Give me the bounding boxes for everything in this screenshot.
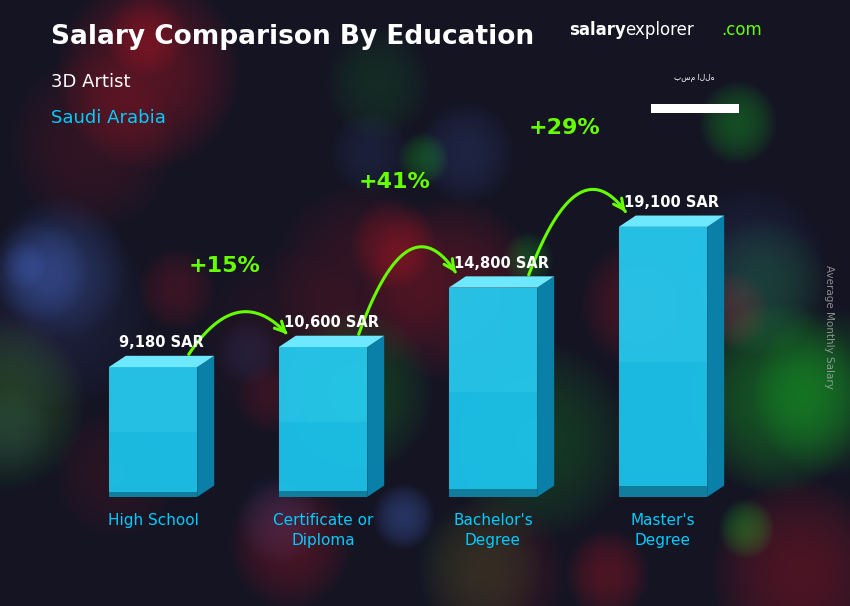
Text: 14,800 SAR: 14,800 SAR <box>454 256 549 271</box>
Text: 3D Artist: 3D Artist <box>51 73 131 91</box>
Text: 9,180 SAR: 9,180 SAR <box>119 335 204 350</box>
Polygon shape <box>707 216 724 497</box>
Text: بسم الله: بسم الله <box>675 73 715 82</box>
Text: Average Monthly Salary: Average Monthly Salary <box>824 265 834 389</box>
Text: salary: salary <box>570 21 626 39</box>
Text: 10,600 SAR: 10,600 SAR <box>284 315 379 330</box>
Polygon shape <box>279 336 384 347</box>
Text: Saudi Arabia: Saudi Arabia <box>51 109 166 127</box>
Polygon shape <box>197 356 214 497</box>
Polygon shape <box>279 347 367 422</box>
Polygon shape <box>619 216 724 227</box>
Polygon shape <box>279 491 367 497</box>
Polygon shape <box>449 288 537 497</box>
Text: 19,100 SAR: 19,100 SAR <box>624 195 719 210</box>
Polygon shape <box>109 356 214 367</box>
Text: explorer: explorer <box>625 21 694 39</box>
Polygon shape <box>109 367 197 497</box>
Polygon shape <box>109 491 197 497</box>
Text: +29%: +29% <box>529 118 600 139</box>
Polygon shape <box>449 288 537 392</box>
Text: +15%: +15% <box>189 256 260 276</box>
Polygon shape <box>449 488 537 497</box>
Text: .com: .com <box>721 21 762 39</box>
Polygon shape <box>449 276 554 288</box>
Polygon shape <box>109 367 197 432</box>
Polygon shape <box>367 336 384 497</box>
Polygon shape <box>619 486 707 497</box>
Bar <box>651 104 739 113</box>
Polygon shape <box>619 227 707 497</box>
Polygon shape <box>537 276 554 497</box>
Text: +41%: +41% <box>359 172 430 192</box>
Polygon shape <box>619 227 707 362</box>
Polygon shape <box>279 347 367 497</box>
Text: Salary Comparison By Education: Salary Comparison By Education <box>51 24 534 50</box>
